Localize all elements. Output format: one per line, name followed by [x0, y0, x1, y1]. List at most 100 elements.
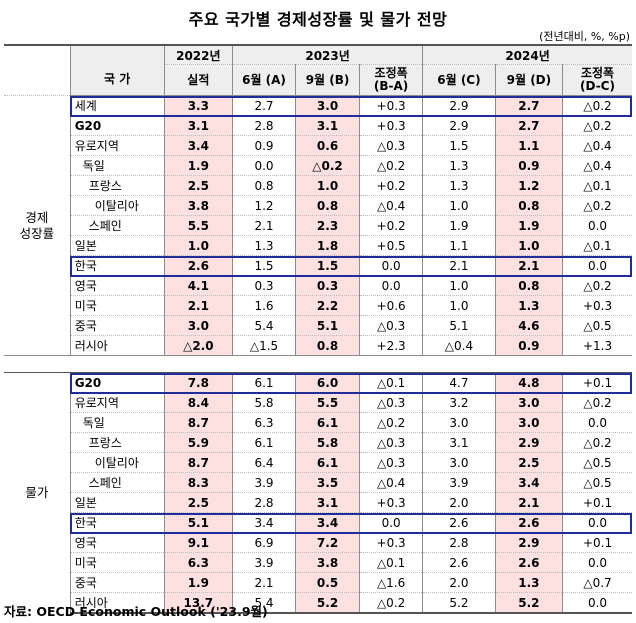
value-cell: 3.8 — [163, 195, 234, 216]
country-name: 독일 — [69, 412, 165, 433]
value-cell: △0.7 — [562, 572, 632, 593]
value-cell: 0.8 — [295, 195, 361, 216]
value-cell: 5.5 — [163, 215, 234, 236]
value-cell: 2.8 — [422, 532, 496, 553]
value-cell: 1.3 — [494, 295, 564, 316]
value-cell: 3.4 — [232, 512, 297, 533]
value-cell: △0.4 — [562, 135, 632, 156]
value-cell: 2.0 — [422, 492, 496, 513]
header-sep-b: 9월 (B) — [295, 64, 361, 96]
value-cell: 2.6 — [494, 552, 564, 573]
value-cell: 2.0 — [422, 572, 496, 593]
value-cell: +0.1 — [562, 532, 632, 553]
value-cell: 2.7 — [494, 95, 564, 116]
value-cell: 5.9 — [163, 432, 234, 453]
value-cell: 1.5 — [422, 135, 496, 156]
value-cell: 2.8 — [232, 492, 297, 513]
value-cell: △0.2 — [359, 412, 424, 433]
value-cell: 5.2 — [422, 592, 496, 614]
value-cell: 0.0 — [562, 592, 632, 614]
value-cell: 2.6 — [422, 552, 496, 573]
country-name: 일본 — [69, 235, 165, 256]
table-row: 스페인 5.5 2.1 2.3 +0.2 1.9 1.9 0.0 — [4, 215, 632, 236]
value-cell: 4.1 — [163, 275, 234, 296]
value-cell: 2.9 — [494, 432, 564, 453]
value-cell: 6.4 — [232, 452, 297, 473]
value-cell: 2.1 — [163, 295, 234, 316]
value-cell: △0.5 — [562, 452, 632, 473]
value-cell: 1.0 — [295, 175, 361, 196]
value-cell: 3.0 — [494, 412, 564, 433]
value-cell: 0.9 — [494, 335, 564, 356]
country-name: 세계 — [69, 95, 165, 116]
value-cell: 5.1 — [295, 315, 361, 336]
value-cell: 6.3 — [163, 552, 234, 573]
value-cell: △0.2 — [562, 275, 632, 296]
value-cell: 0.0 — [562, 255, 632, 276]
section-label-line1: 물가 — [25, 485, 49, 500]
value-cell: 3.4 — [295, 512, 361, 533]
value-cell: △1.5 — [232, 335, 297, 356]
table-row: 스페인 8.3 3.9 3.5 △0.4 3.9 3.4 △0.5 — [4, 472, 632, 493]
value-cell: 0.9 — [494, 155, 564, 176]
value-cell: +0.6 — [359, 295, 424, 316]
value-cell: 4.8 — [494, 372, 564, 393]
value-cell: 7.2 — [295, 532, 361, 553]
value-cell: 13.7 — [163, 592, 234, 614]
table-row: 유로지역 3.4 0.9 0.6 △0.3 1.5 1.1 △0.4 — [4, 135, 632, 156]
value-cell: 1.3 — [494, 572, 564, 593]
header-adj-ba-line1: 조정폭 — [374, 66, 408, 80]
value-cell: 8.3 — [163, 472, 234, 493]
value-cell: 0.0 — [232, 155, 297, 176]
table-row: 중국 1.9 2.1 0.5 △1.6 2.0 1.3 △0.7 — [4, 572, 632, 593]
value-cell: 0.0 — [562, 412, 632, 433]
country-name: 프랑스 — [69, 432, 165, 453]
value-cell: 1.0 — [163, 235, 234, 256]
value-cell: 1.1 — [494, 135, 564, 156]
value-cell: △0.2 — [359, 155, 424, 176]
value-cell: 3.0 — [494, 392, 564, 413]
value-cell: 1.0 — [494, 235, 564, 256]
value-cell: 0.6 — [295, 135, 361, 156]
value-cell: △0.2 — [295, 155, 361, 176]
value-cell: 6.1 — [232, 432, 297, 453]
table-row: 중국 3.0 5.4 5.1 △0.3 5.1 4.6 △0.5 — [4, 315, 632, 336]
header-adj-dc: 조정폭 (D-C) — [562, 64, 632, 96]
country-name: 프랑스 — [69, 175, 165, 196]
value-cell: △0.3 — [359, 392, 424, 413]
country-name: 유로지역 — [69, 135, 165, 156]
value-cell: 2.1 — [422, 255, 496, 276]
value-cell: 0.8 — [295, 335, 361, 356]
country-name: 유로지역 — [69, 392, 165, 413]
value-cell: 0.0 — [359, 255, 424, 276]
header-corner — [4, 44, 71, 65]
header-corner-2 — [4, 64, 71, 96]
table-row: 프랑스 2.5 0.8 1.0 +0.2 1.3 1.2 △0.1 — [4, 175, 632, 196]
value-cell: 0.0 — [562, 215, 632, 236]
value-cell: 1.9 — [494, 215, 564, 236]
value-cell: 0.0 — [359, 512, 424, 533]
value-cell: △1.6 — [359, 572, 424, 593]
country-name: 영국 — [69, 532, 165, 553]
header-adj-ba-line2: (B-A) — [373, 79, 409, 93]
value-cell: △0.3 — [359, 452, 424, 473]
value-cell: 4.7 — [422, 372, 496, 393]
value-cell: 6.1 — [295, 452, 361, 473]
value-cell: 5.5 — [295, 392, 361, 413]
value-cell: 2.6 — [422, 512, 496, 533]
value-cell: 6.9 — [232, 532, 297, 553]
table-row: 미국 6.3 3.9 3.8 △0.1 2.6 2.6 0.0 — [4, 552, 632, 573]
header-adj-dc-line1: 조정폭 — [580, 66, 615, 80]
value-cell: 3.4 — [494, 472, 564, 493]
value-cell: 1.2 — [494, 175, 564, 196]
section-gap — [4, 355, 632, 373]
value-cell: 2.5 — [494, 452, 564, 473]
table-row: 영국 9.1 6.9 7.2 +0.3 2.8 2.9 +0.1 — [4, 532, 632, 553]
value-cell: 8.7 — [163, 412, 234, 433]
table-row: 한국 5.1 3.4 3.4 0.0 2.6 2.6 0.0 — [4, 512, 632, 533]
country-name: 미국 — [69, 552, 165, 573]
value-cell: △0.5 — [562, 472, 632, 493]
value-cell: 2.1 — [494, 255, 564, 276]
value-cell: 0.9 — [232, 135, 297, 156]
country-name: G20 — [69, 372, 165, 393]
